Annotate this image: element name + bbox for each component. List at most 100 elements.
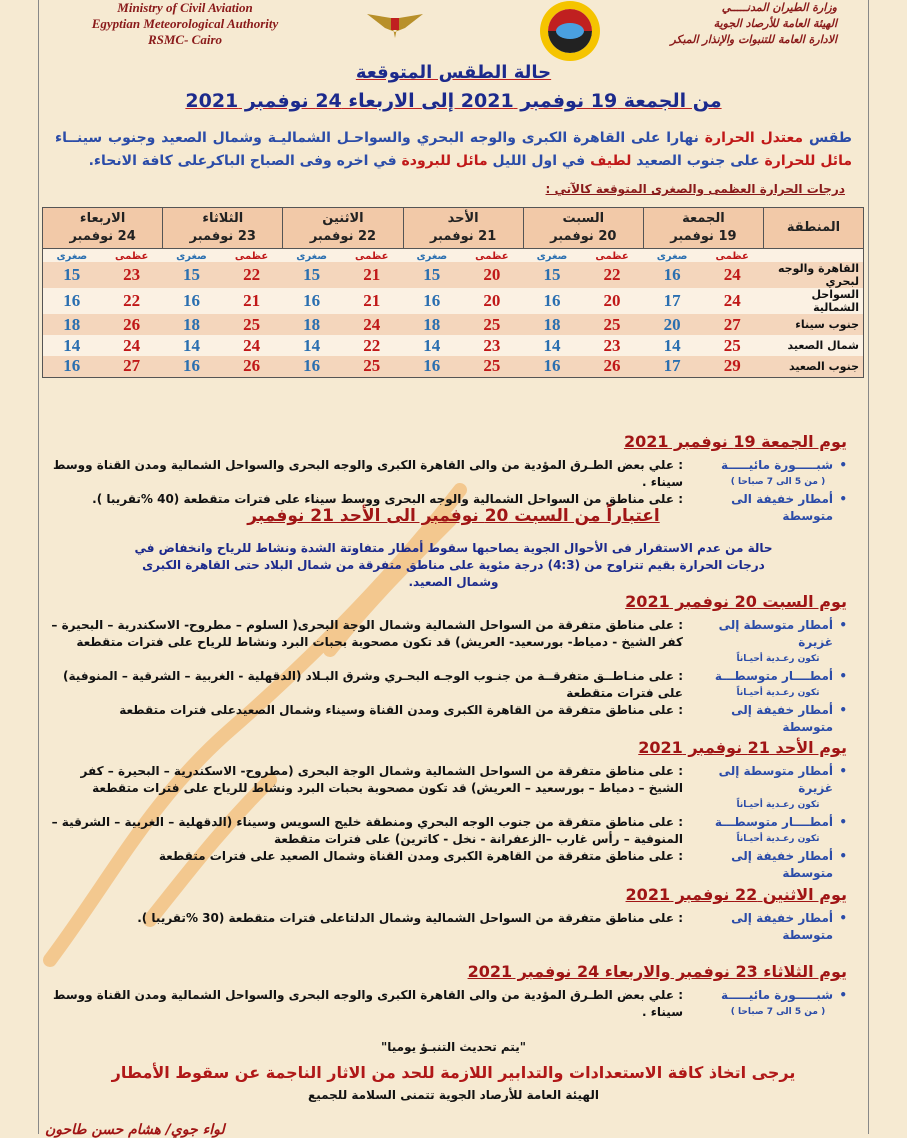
min-temp: 16 <box>523 356 581 377</box>
day-header: الاثنين 22 نوفمبر <box>282 207 404 249</box>
temperature-table: المنطقة الجمعة 19 نوفمبر السبت 20 نوفمبر الأح… <box>41 207 864 378</box>
ministry-en: Ministry of Civil Aviation <box>117 0 253 15</box>
max-temp: 21 <box>340 288 404 314</box>
item-label: أمطار متوسطة إلى غزيرة تكون رعـدية أحيـان… <box>683 617 833 668</box>
max-temp: 20 <box>580 288 644 314</box>
phenomenon: أمطار خفيفة الى متوسطة <box>731 492 833 523</box>
day-date: 23 نوفمبر <box>189 229 256 244</box>
forecast-section: يوم الثلاثاء 23 نوفمبر والاربعاء 24 نوفم… <box>50 962 847 1021</box>
bullet-icon: • <box>839 458 847 472</box>
min-temp: 16 <box>42 288 101 314</box>
max-temp: 23 <box>460 335 524 356</box>
bullet-icon: • <box>839 911 847 925</box>
intro-segment: معتدل الحرارة <box>704 130 804 146</box>
section-heading: يوم الجمعة 19 نوفمبر 2021 <box>623 432 847 451</box>
forecast-section: يوم السبت 20 نوفمبر 2021 • أمطار متوسطة إل… <box>50 592 847 736</box>
intro-segment: في اخره وفى الصباح الباكرعلى كافة الانحا… <box>88 153 402 169</box>
civil-aviation-logo <box>367 14 423 38</box>
warning-text: يرجى اتخاذ كافة الاستعدادات والتدابير ال… <box>111 1063 796 1082</box>
max-temp: 25 <box>460 356 524 377</box>
phenomenon: أمطار خفيفة إلى متوسطة <box>731 703 833 734</box>
forecast-section: يوم الجمعة 19 نوفمبر 2021 • شبـــــورة مائ… <box>50 432 847 525</box>
phenomenon: أمطار متوسطة إلى غزيرة <box>718 618 833 649</box>
min-label: صغرى <box>643 248 701 262</box>
min-temp: 16 <box>282 288 341 314</box>
bullet-icon: • <box>839 849 847 863</box>
item-label: أمطار خفيفة إلى متوسطة <box>683 910 833 944</box>
min-temp: 16 <box>643 262 701 288</box>
rsmc-en: RSMC- Cairo <box>147 32 223 47</box>
table-row: جنوب سيناء 27 20 25 18 25 18 24 18 25 18 26 18 <box>42 314 864 335</box>
max-temp: 22 <box>340 335 404 356</box>
min-temp: 14 <box>42 335 101 356</box>
max-temp: 20 <box>460 288 524 314</box>
intro-segment: في اول الليل <box>487 153 591 169</box>
forecast-item: • أمطار خفيفة إلى متوسطة: على مناطق متفرق… <box>50 848 847 882</box>
day-date: 20 نوفمبر <box>550 229 617 244</box>
item-label: أمطار خفيفة الى متوسطة <box>683 491 833 525</box>
item-label: أمطار خفيفة إلى متوسطة <box>683 848 833 882</box>
section-heading: يوم السبت 20 نوفمبر 2021 <box>625 592 847 611</box>
forecast-item: • أمطار خفيفة الى متوسطة: على مناطق من ال… <box>50 491 847 525</box>
english-header: Ministry of Civil Aviation Egyptian Mete… <box>70 0 300 48</box>
section-heading: يوم الأحد 21 نوفمبر 2021 <box>638 738 847 757</box>
max-temp: 23 <box>100 262 163 288</box>
signature: لواء جوي/ هشام حسن طاحون <box>45 1122 225 1138</box>
page-frame <box>38 0 869 1134</box>
min-label: صغرى <box>403 248 461 262</box>
max-temp: 22 <box>220 262 283 288</box>
forecast-item: • أمطار متوسطة إلى غزيرة تكون رعـدية أحيـا… <box>50 763 847 814</box>
max-label: عظمى <box>460 248 524 262</box>
document-title: حالة الطقس المتوقعة <box>355 62 552 83</box>
min-label: صغرى <box>42 248 101 262</box>
region-name: جنوب الصعيد <box>763 356 864 377</box>
table-row: شمال الصعيد 25 14 23 14 23 14 22 14 24 14 24 14 <box>42 335 864 356</box>
min-temp: 16 <box>523 288 581 314</box>
min-temp: 14 <box>523 335 581 356</box>
max-temp: 26 <box>100 314 163 335</box>
phenomenon-note: ( من 5 الى 7 صباحا ) <box>730 477 826 487</box>
max-temp: 24 <box>340 314 404 335</box>
empty-cell <box>763 248 864 262</box>
item-label: شبـــــورة مائيـــــة ( من 5 الى 7 صباحا … <box>683 987 833 1021</box>
min-temp: 18 <box>523 314 581 335</box>
bullet-icon: • <box>839 618 847 632</box>
intro-segment: مائل للحرارة <box>764 153 852 169</box>
day-name: الأحد <box>447 211 479 226</box>
min-temp: 20 <box>643 314 701 335</box>
arabic-header: وزارة الطيران المدنـــــي الهيئة العامة … <box>577 0 837 48</box>
region-name: جنوب سيناء <box>763 314 864 335</box>
item-text: : على منـاطــق متفرقــة من جنـوب الوجـه … <box>63 669 683 700</box>
table-caption: درجات الحرارة العظمى والصغرى المتوقعة كا… <box>545 182 845 196</box>
forecast-item: • شبـــــورة مائيـــــة ( من 5 الى 7 صباحا… <box>50 457 847 491</box>
min-temp: 16 <box>162 356 221 377</box>
min-temp: 17 <box>643 356 701 377</box>
phenomenon: أمطار خفيفة إلى متوسطة <box>731 849 833 880</box>
phenomenon-note: تكون رعـدية أحيـاناً <box>736 654 820 664</box>
min-temp: 15 <box>162 262 221 288</box>
letterhead: Ministry of Civil Aviation Egyptian Mete… <box>0 0 907 61</box>
forecast-item: • أمطار خفيفة إلى متوسطة: على مناطق متفرق… <box>50 910 847 944</box>
item-label: أمطار متوسطة إلى غزيرة تكون رعـدية أحيـان… <box>683 763 833 814</box>
item-text: : على مناطق متفرقة من السواحل الشمالية و… <box>137 911 683 925</box>
phenomenon-note: ( من 5 الى 7 صباحا ) <box>730 1007 826 1017</box>
min-temp: 15 <box>282 262 341 288</box>
max-temp: 25 <box>340 356 404 377</box>
max-temp: 21 <box>340 262 404 288</box>
bullet-icon: • <box>839 988 847 1002</box>
table-row: القاهرة والوجه لبحري 24 16 22 15 20 15 21 15 22 15… <box>42 262 864 288</box>
region-name: القاهرة والوجه لبحري <box>763 262 864 288</box>
intro-segment: نهارا على القاهرة الكبرى والوجه البحري و… <box>55 130 705 146</box>
min-temp: 14 <box>403 335 461 356</box>
intro-segment: طقس <box>803 130 852 146</box>
min-temp: 15 <box>403 262 461 288</box>
max-label: عظمى <box>580 248 644 262</box>
bullet-icon: • <box>839 492 847 506</box>
day-header: الاربعاء 24 نوفمبر <box>41 207 164 249</box>
max-label: عظمى <box>100 248 163 262</box>
min-label: صغرى <box>162 248 221 262</box>
max-temp: 23 <box>580 335 644 356</box>
max-temp: 24 <box>220 335 283 356</box>
bullet-icon: • <box>839 669 847 683</box>
max-temp: 25 <box>220 314 283 335</box>
